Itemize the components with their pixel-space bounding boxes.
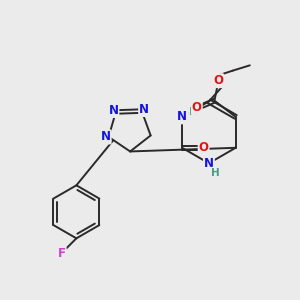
Text: O: O: [213, 74, 223, 87]
Text: N: N: [139, 103, 149, 116]
Text: H: H: [211, 168, 220, 178]
Text: N: N: [101, 130, 111, 143]
Text: O: O: [199, 141, 208, 154]
Text: N: N: [204, 157, 214, 170]
Text: N: N: [108, 104, 118, 117]
Text: H: H: [189, 107, 198, 118]
Text: N: N: [177, 110, 187, 123]
Text: O: O: [192, 101, 202, 114]
Text: F: F: [58, 247, 66, 260]
